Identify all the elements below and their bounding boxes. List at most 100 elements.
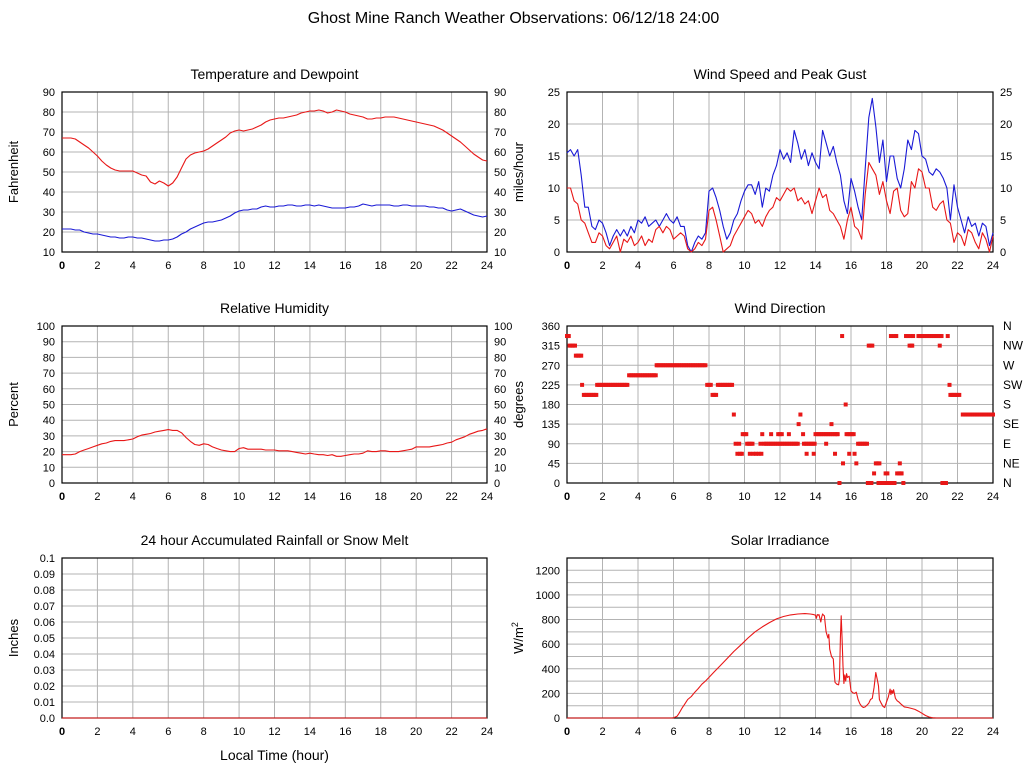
svg-text:Relative Humidity: Relative Humidity: [220, 300, 329, 316]
svg-text:1200: 1200: [536, 565, 560, 577]
svg-text:0: 0: [59, 260, 65, 272]
svg-text:0.03: 0.03: [34, 665, 55, 677]
svg-text:22: 22: [951, 726, 963, 738]
svg-text:100: 100: [494, 321, 512, 333]
svg-text:60: 60: [494, 384, 506, 396]
svg-text:18: 18: [375, 491, 387, 503]
svg-text:10: 10: [233, 726, 245, 738]
svg-text:0: 0: [554, 247, 560, 259]
svg-text:0.09: 0.09: [34, 569, 55, 581]
svg-text:Solar Irradiance: Solar Irradiance: [731, 532, 830, 548]
svg-text:10: 10: [233, 491, 245, 503]
svg-text:6: 6: [165, 260, 171, 272]
svg-text:10: 10: [548, 183, 560, 195]
svg-text:20: 20: [494, 447, 506, 459]
svg-text:Percent: Percent: [6, 382, 21, 427]
svg-text:315: 315: [542, 341, 560, 353]
svg-text:270: 270: [542, 360, 560, 372]
svg-text:22: 22: [445, 491, 457, 503]
svg-text:60: 60: [494, 147, 506, 159]
svg-text:90: 90: [494, 87, 506, 99]
svg-text:10: 10: [1000, 183, 1012, 195]
svg-text:14: 14: [304, 491, 316, 503]
svg-text:16: 16: [339, 260, 351, 272]
svg-text:NW: NW: [1003, 339, 1024, 353]
svg-text:8: 8: [706, 726, 712, 738]
svg-text:6: 6: [670, 726, 676, 738]
svg-text:24: 24: [481, 726, 493, 738]
svg-text:6: 6: [670, 491, 676, 503]
svg-text:2: 2: [94, 491, 100, 503]
svg-text:10: 10: [738, 491, 750, 503]
svg-text:30: 30: [494, 431, 506, 443]
svg-text:50: 50: [43, 167, 55, 179]
svg-text:degrees: degrees: [511, 381, 526, 428]
svg-text:24: 24: [987, 491, 999, 503]
svg-text:16: 16: [339, 726, 351, 738]
svg-text:10: 10: [43, 462, 55, 474]
svg-text:24: 24: [987, 260, 999, 272]
svg-text:10: 10: [738, 260, 750, 272]
svg-text:18: 18: [880, 260, 892, 272]
svg-text:S: S: [1003, 398, 1011, 412]
svg-text:30: 30: [43, 207, 55, 219]
svg-text:8: 8: [201, 260, 207, 272]
svg-text:90: 90: [43, 337, 55, 349]
svg-text:80: 80: [494, 352, 506, 364]
svg-text:12: 12: [268, 726, 280, 738]
svg-text:Wind Direction: Wind Direction: [734, 300, 825, 316]
svg-text:135: 135: [542, 419, 560, 431]
svg-text:16: 16: [339, 491, 351, 503]
svg-text:22: 22: [951, 491, 963, 503]
svg-text:0.0: 0.0: [40, 713, 55, 725]
svg-text:12: 12: [268, 491, 280, 503]
svg-text:10: 10: [738, 726, 750, 738]
svg-text:14: 14: [809, 491, 821, 503]
svg-text:W: W: [1003, 358, 1015, 372]
svg-text:0.04: 0.04: [34, 649, 55, 661]
svg-text:25: 25: [1000, 87, 1012, 99]
svg-text:20: 20: [494, 227, 506, 239]
svg-text:600: 600: [542, 639, 560, 651]
svg-text:16: 16: [845, 260, 857, 272]
svg-text:24 hour Accumulated Rainfall o: 24 hour Accumulated Rainfall or Snow Mel…: [141, 532, 409, 548]
svg-text:0: 0: [59, 491, 65, 503]
svg-text:12: 12: [774, 491, 786, 503]
svg-text:80: 80: [43, 352, 55, 364]
svg-text:70: 70: [494, 127, 506, 139]
svg-text:14: 14: [809, 260, 821, 272]
svg-text:200: 200: [542, 688, 560, 700]
svg-text:6: 6: [165, 491, 171, 503]
svg-text:14: 14: [809, 726, 821, 738]
svg-text:40: 40: [494, 415, 506, 427]
svg-text:12: 12: [774, 260, 786, 272]
svg-text:8: 8: [706, 260, 712, 272]
svg-text:60: 60: [43, 147, 55, 159]
svg-text:5: 5: [554, 215, 560, 227]
svg-text:18: 18: [375, 726, 387, 738]
svg-text:5: 5: [1000, 215, 1006, 227]
svg-text:18: 18: [880, 726, 892, 738]
svg-text:0: 0: [564, 260, 570, 272]
svg-text:22: 22: [951, 260, 963, 272]
svg-text:800: 800: [542, 615, 560, 627]
chart-accumulated-rainfall: 0.0 0.01 0.02 0.03 0.04 0.05 0.06 0.07 0.08 0.09 0…: [6, 532, 493, 763]
svg-text:20: 20: [410, 491, 422, 503]
svg-text:90: 90: [494, 337, 506, 349]
svg-text:0.1: 0.1: [40, 553, 55, 565]
svg-text:Wind Speed and Peak Gust: Wind Speed and Peak Gust: [694, 66, 867, 82]
svg-text:18: 18: [375, 260, 387, 272]
svg-text:50: 50: [494, 400, 506, 412]
svg-text:10: 10: [494, 247, 506, 259]
svg-text:2: 2: [599, 260, 605, 272]
svg-text:12: 12: [268, 260, 280, 272]
svg-text:50: 50: [43, 400, 55, 412]
svg-text:W/m2: W/m2: [510, 622, 526, 654]
svg-text:0: 0: [554, 478, 560, 490]
svg-text:22: 22: [445, 260, 457, 272]
svg-text:12: 12: [774, 726, 786, 738]
